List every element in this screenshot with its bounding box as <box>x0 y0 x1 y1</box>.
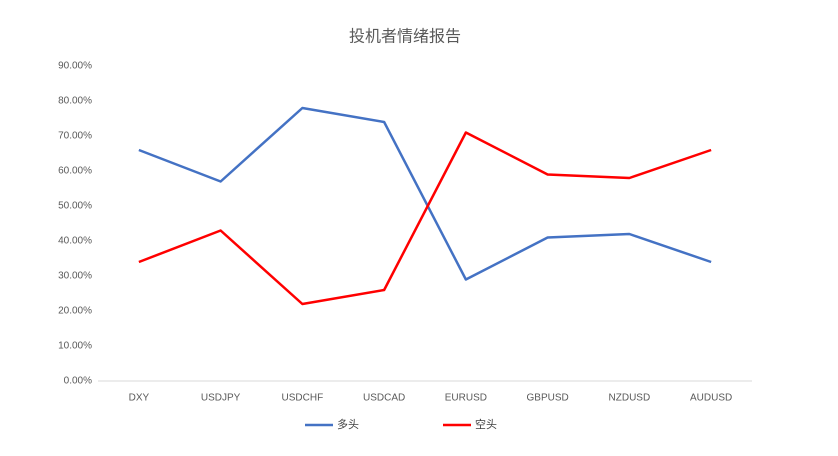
x-tick-label: DXY <box>129 393 150 404</box>
legend-label: 空头 <box>475 417 497 431</box>
x-tick-label: AUDUSD <box>690 393 732 404</box>
y-tick-label: 0.00% <box>64 376 92 387</box>
x-tick-label: GBPUSD <box>527 393 569 404</box>
y-tick-label: 40.00% <box>58 236 92 247</box>
x-tick-label: USDCHF <box>282 393 324 404</box>
y-tick-label: 20.00% <box>58 306 92 317</box>
y-tick-label: 80.00% <box>58 96 92 107</box>
y-tick-label: 70.00% <box>58 131 92 142</box>
x-tick-label: NZDUSD <box>609 393 651 404</box>
y-tick-label: 60.00% <box>58 166 92 177</box>
x-tick-label: USDCAD <box>363 393 405 404</box>
y-tick-label: 90.00% <box>58 61 92 72</box>
x-tick-label: EURUSD <box>445 393 487 404</box>
series-line <box>138 131 712 306</box>
chart-title: 投机者情绪报告 <box>349 27 461 46</box>
legend-label: 多头 <box>337 417 359 431</box>
series-line <box>138 106 712 281</box>
y-tick-label: 30.00% <box>58 271 92 282</box>
y-tick-label: 50.00% <box>58 201 92 212</box>
x-tick-label: USDJPY <box>201 393 241 404</box>
y-tick-label: 10.00% <box>58 341 92 352</box>
